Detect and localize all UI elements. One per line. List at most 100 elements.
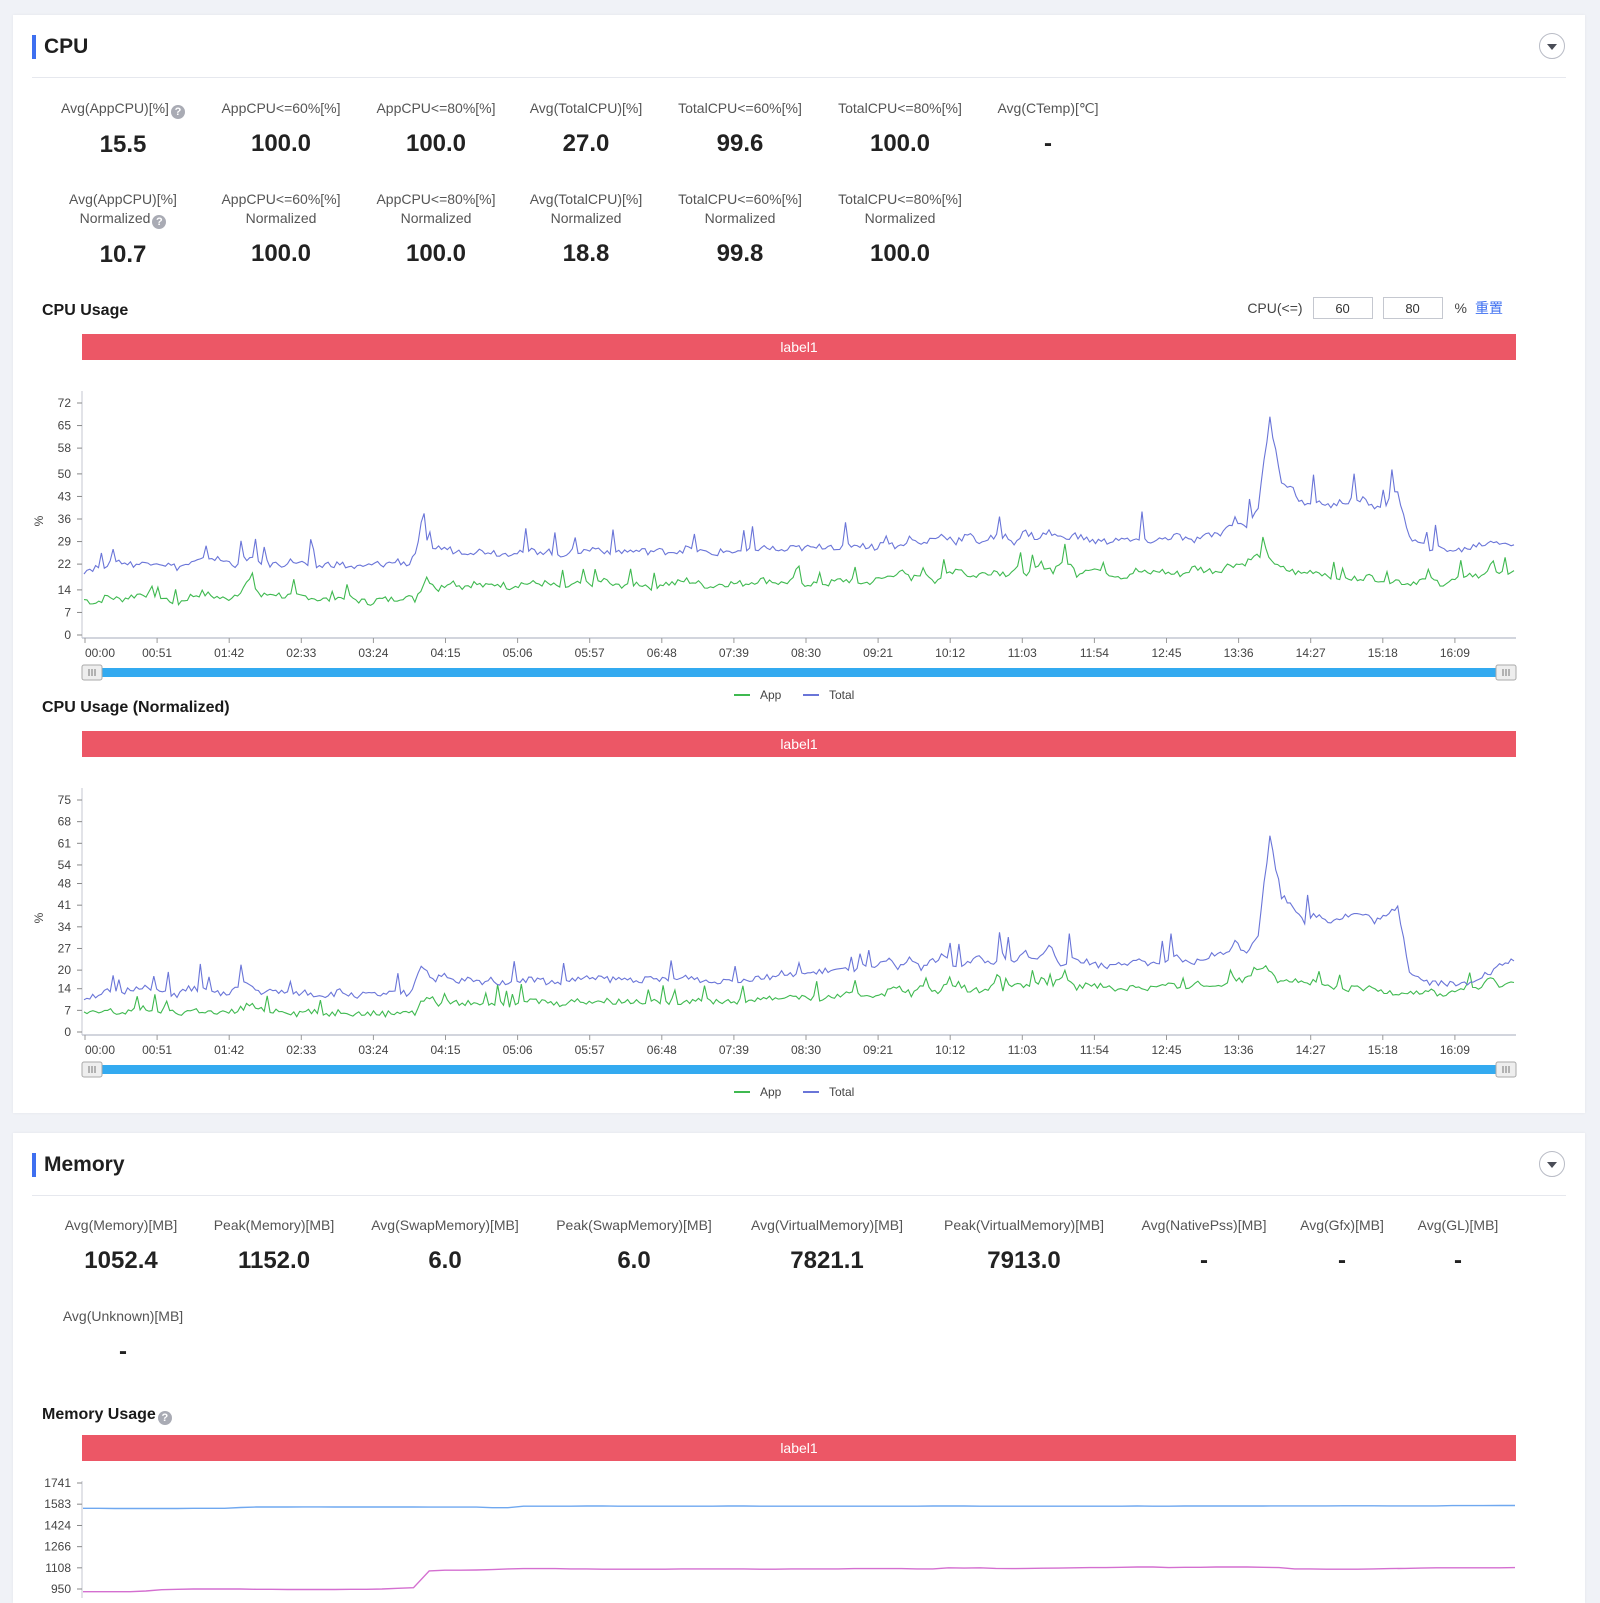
y-tick-label: 1583 <box>44 1497 71 1511</box>
metric-label-text: Avg(Gfx)[MB] <box>1300 1217 1384 1233</box>
y-tick-label: 0 <box>64 628 71 642</box>
metric-label: Avg(Memory)[MB] <box>21 1216 221 1235</box>
y-tick-label: 27 <box>58 941 72 955</box>
x-tick-label: 15:18 <box>1368 1043 1398 1057</box>
memory-metric: Avg(NativePss)[MB] - <box>1104 1216 1304 1275</box>
y-tick-label: 34 <box>58 920 72 934</box>
metric-value: - <box>1454 1247 1462 1274</box>
x-tick-label: 15:18 <box>1368 646 1398 660</box>
zoom-slider-track[interactable] <box>92 1065 1506 1074</box>
legend-item-total[interactable]: Total <box>803 688 854 702</box>
zoom-slider-start-handle[interactable] <box>81 664 103 681</box>
memory-metric: Avg(GL)[MB] - <box>1358 1216 1558 1275</box>
metric-label: Avg(AppCPU)[%]? <box>23 99 223 119</box>
metric-value: 10.7 <box>99 241 147 268</box>
metric-value: 6.0 <box>428 1247 462 1274</box>
y-tick-label: 0 <box>64 1025 71 1039</box>
metric-label-text: TotalCPU<=80%[%] <box>838 100 962 116</box>
legend-label: App <box>760 1085 782 1099</box>
series-line-total <box>83 416 1515 575</box>
help-icon[interactable]: ? <box>170 105 185 119</box>
metric-value: 6.0 <box>617 1247 651 1274</box>
memory-metric: Avg(Memory)[MB] 1052.4 <box>21 1216 221 1275</box>
y-tick-label: 54 <box>58 858 72 872</box>
y-tick-label: 65 <box>58 419 72 433</box>
x-tick-label: 12:45 <box>1151 646 1181 660</box>
metric-value: 1052.4 <box>84 1247 158 1274</box>
metric-label-text: AppCPU<=80%[%] <box>376 100 496 116</box>
metric-value: 100.0 <box>405 130 467 157</box>
metric-value: 100.0 <box>869 240 931 267</box>
legend-label: Total <box>829 1085 854 1099</box>
metric-label-text: Avg(NativePss)[MB] <box>1141 1217 1267 1233</box>
zoom-slider-track[interactable] <box>92 668 1506 677</box>
y-tick-label: 14 <box>58 583 72 597</box>
metric-label-sub: Normalized <box>864 210 936 226</box>
memory-collapse-button[interactable] <box>1539 1151 1565 1177</box>
metric-value: 15.5 <box>99 131 147 158</box>
x-tick-label: 12:45 <box>1151 1043 1181 1057</box>
divider <box>32 77 1566 78</box>
metric-label: AppCPU<=80%[%] Normalized <box>336 190 536 228</box>
x-tick-label: 01:42 <box>214 1043 244 1057</box>
metric-value: 7821.1 <box>790 1247 864 1274</box>
y-tick-label: 14 <box>58 982 72 996</box>
section-accent-bar <box>32 35 36 59</box>
zoom-slider-end-handle[interactable] <box>1495 1061 1517 1078</box>
legend-item-total[interactable]: Total <box>803 1085 854 1099</box>
metric-value: 18.8 <box>562 240 610 267</box>
cpu-metric: TotalCPU<=80%[%] 100.0 <box>800 99 1000 158</box>
metric-label-text: Avg(VirtualMemory)[MB] <box>751 1217 903 1233</box>
memory-metric: Avg(Unknown)[MB] - <box>23 1307 223 1366</box>
memory-usage-title: Memory Usage? <box>42 1406 172 1425</box>
cpu-card: CPU Avg(AppCPU)[%]? 15.5 AppCPU<=60%[%] 100… <box>13 15 1585 1113</box>
series-line-mem-total <box>83 1504 1515 1510</box>
cpu-threshold-low-input[interactable] <box>1312 297 1373 319</box>
y-tick-label: 75 <box>58 793 72 807</box>
y-tick-label: 1266 <box>44 1540 71 1554</box>
x-tick-label: 14:27 <box>1296 646 1326 660</box>
y-axis-label: % <box>32 515 46 526</box>
metric-label-text: Avg(TotalCPU)[%] <box>529 100 643 116</box>
cpu-usage-title: CPU Usage <box>42 302 129 319</box>
x-tick-label: 08:30 <box>791 1043 821 1057</box>
zoom-slider-start-handle[interactable] <box>81 1061 103 1078</box>
metric-label-text: AppCPU<=60%[%] <box>221 100 341 116</box>
memory-metric: Avg(Gfx)[MB] - <box>1242 1216 1442 1275</box>
help-icon[interactable]: ? <box>157 1411 172 1425</box>
x-tick-label: 11:54 <box>1080 646 1109 660</box>
metric-value: 100.0 <box>250 240 312 267</box>
y-tick-label: 29 <box>58 535 72 549</box>
metric-label-text: TotalCPU<=80%[%] <box>838 191 962 207</box>
cpu-metric: Avg(AppCPU)[%]? 15.5 <box>23 99 223 159</box>
y-tick-label: 20 <box>58 963 72 977</box>
metric-label-text: Avg(CTemp)[℃] <box>997 100 1099 116</box>
cpu-collapse-button[interactable] <box>1539 33 1565 59</box>
cpu-normalized-metric: TotalCPU<=80%[%] Normalized 100.0 <box>800 190 1000 268</box>
help-icon[interactable]: ? <box>152 215 167 229</box>
metric-label-text: Avg(AppCPU)[%] <box>69 191 177 207</box>
cpu-threshold-reset-link[interactable]: 重置 <box>1475 300 1503 316</box>
divider <box>32 1195 1566 1196</box>
y-tick-label: 50 <box>58 467 72 481</box>
metric-label-sub: Normalized <box>550 210 622 226</box>
metric-label: Avg(TotalCPU)[%] <box>486 99 686 118</box>
zoom-slider-end-handle[interactable] <box>1495 664 1517 681</box>
legend-item-app[interactable]: App <box>734 1085 782 1099</box>
y-tick-label: 22 <box>58 557 72 571</box>
metric-label: Peak(VirtualMemory)[MB] <box>924 1216 1124 1235</box>
legend-item-app[interactable]: App <box>734 688 782 702</box>
cpu-metric: AppCPU<=60%[%] 100.0 <box>181 99 381 158</box>
y-tick-label: 43 <box>58 489 72 503</box>
legend-label: Total <box>829 688 854 702</box>
metric-value: - <box>119 1338 127 1365</box>
y-axis-label: % <box>32 912 46 923</box>
cpu-metric: Avg(TotalCPU)[%] 27.0 <box>486 99 686 158</box>
memory-usage-chart: 950 1108 1266 1424 1583 1741 <box>44 1476 1516 1598</box>
cpu-normalized-metric: Avg(AppCPU)[%] Normalized? 10.7 <box>23 190 223 269</box>
y-tick-label: 1424 <box>44 1518 71 1532</box>
metric-label: TotalCPU<=60%[%] <box>640 99 840 118</box>
metric-label: Avg(Unknown)[MB] <box>23 1307 223 1326</box>
cpu-threshold-high-input[interactable] <box>1382 297 1443 319</box>
cpu-usage-normalized-title: CPU Usage (Normalized) <box>42 699 230 716</box>
